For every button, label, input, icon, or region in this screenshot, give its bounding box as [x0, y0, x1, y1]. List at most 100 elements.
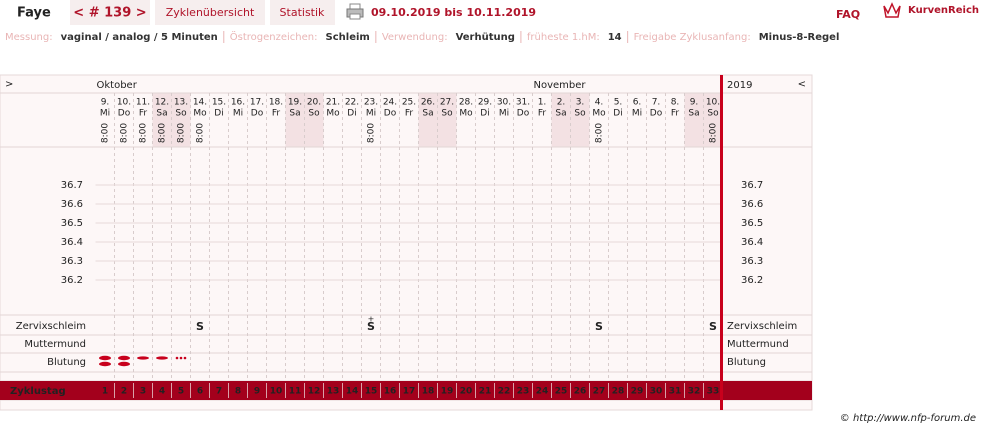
row-label: Muttermund: [24, 339, 86, 350]
weekday-label: Do: [384, 109, 397, 119]
date-label: 25.: [402, 98, 416, 108]
date-label: 12.: [155, 98, 169, 108]
bleeding-mark: [156, 356, 168, 360]
date-label: 5.: [614, 98, 623, 108]
time-label: 8:00: [367, 123, 377, 143]
weekday-label: Fr: [272, 109, 281, 119]
cycle-day: 23: [517, 387, 530, 397]
weekday-label: Sa: [688, 109, 699, 119]
cycle-day: 21: [479, 387, 492, 397]
bleeding-dot: [175, 356, 179, 360]
row-label: Zyklustag: [10, 386, 66, 397]
tab-bg: [270, 0, 335, 25]
y-tick-label: 36.7: [741, 180, 763, 191]
weekday-label: Di: [214, 109, 223, 119]
date-label: 22.: [345, 98, 359, 108]
y-tick-label: 36.4: [741, 237, 763, 248]
weekday-label: Mi: [100, 109, 110, 119]
info-label: früheste 1.hM:: [527, 32, 600, 43]
y-tick-label: 36.2: [61, 275, 83, 286]
cycle-day: 28: [612, 387, 625, 397]
print-icon[interactable]: [346, 3, 364, 20]
row-label: Blutung: [727, 357, 766, 368]
cycle-day: 30: [650, 387, 663, 397]
bleeding-dash: [156, 356, 168, 360]
weekday-label: Fr: [139, 109, 148, 119]
cycle-day: 33: [707, 387, 720, 397]
bleeding-mark: [137, 356, 149, 360]
y-tick-label: 36.4: [61, 237, 83, 248]
weekend-shade: [570, 93, 590, 147]
date-range: 09.10.2019 bis 10.11.2019: [371, 6, 536, 19]
cycle-day: 22: [498, 387, 511, 397]
time-label: 8:00: [177, 123, 187, 143]
cycle-day: 15: [365, 387, 378, 397]
weekday-label: Do: [517, 109, 530, 119]
weekday-label: So: [707, 109, 719, 119]
time-label: 8:00: [120, 123, 130, 143]
time-label: 8:00: [158, 123, 168, 143]
cervix-mark: S: [709, 320, 717, 333]
date-label: 9.: [101, 98, 110, 108]
row-label: Zervixschleim: [727, 321, 797, 332]
info-label: Verwendung:: [382, 32, 448, 43]
tab[interactable]: Zyklenübersicht: [166, 6, 255, 19]
cycle-day: 29: [631, 387, 644, 397]
weekday-label: Sa: [156, 109, 167, 119]
y-tick-label: 36.5: [741, 218, 763, 229]
cervix-mark: S: [367, 320, 375, 333]
date-label: 29.: [478, 98, 492, 108]
date-label: 21.: [326, 98, 340, 108]
weekend-shade: [285, 93, 305, 147]
weekday-label: Di: [480, 109, 489, 119]
date-label: 7.: [652, 98, 661, 108]
bleeding-mark: [175, 356, 187, 360]
cervix-mark: S: [595, 320, 603, 333]
date-label: 8.: [671, 98, 680, 108]
cervix-mark: S: [196, 320, 204, 333]
weekday-label: Fr: [671, 109, 680, 119]
date-label: 1.: [538, 98, 547, 108]
row-label: Muttermund: [727, 339, 789, 350]
year: 2019: [727, 80, 752, 91]
user-name: Faye: [17, 6, 51, 21]
y-tick-label: 36.6: [61, 199, 83, 210]
time-label: 8:00: [709, 123, 719, 143]
weekend-shade: [171, 93, 191, 147]
weekend-shade: [152, 93, 172, 147]
weekend-shade: [418, 93, 438, 147]
date-label: 30.: [497, 98, 511, 108]
cycle-day: 16: [384, 387, 397, 397]
nav-prev[interactable]: >: [5, 79, 13, 90]
date-label: 20.: [307, 98, 321, 108]
info-label: Östrogenzeichen:: [230, 30, 318, 43]
faq-link[interactable]: FAQ: [836, 8, 860, 21]
cycle-nav[interactable]: < # 139 >: [73, 6, 146, 21]
info-label: Messung:: [5, 32, 53, 43]
cycle-day: 8: [235, 387, 241, 397]
tab[interactable]: Statistik: [280, 6, 326, 19]
date-label: 13.: [174, 98, 188, 108]
date-label: 26.: [421, 98, 435, 108]
bleeding-dot: [183, 356, 187, 360]
cycle-day: 7: [216, 387, 222, 397]
cycle-day: 3: [140, 387, 146, 397]
date-label: 18.: [269, 98, 283, 108]
cycle-day: 32: [688, 387, 701, 397]
weekday-label: Do: [251, 109, 264, 119]
cycle-day: 11: [289, 387, 302, 397]
logo[interactable]: KurvenReich: [908, 5, 979, 16]
time-label: 8:00: [595, 123, 605, 143]
time-label: 8:00: [139, 123, 149, 143]
weekday-label: Mi: [499, 109, 509, 119]
cycle-day: 6: [197, 387, 203, 397]
weekday-label: Mi: [233, 109, 243, 119]
date-label: 24.: [383, 98, 397, 108]
nav-next[interactable]: <: [798, 79, 806, 90]
weekend-shade: [684, 93, 704, 147]
date-label: 14.: [193, 98, 207, 108]
date-label: 4.: [595, 98, 604, 108]
logo-icon: [883, 2, 901, 18]
y-tick-label: 36.3: [741, 256, 763, 267]
cycle-day: 26: [574, 387, 587, 397]
